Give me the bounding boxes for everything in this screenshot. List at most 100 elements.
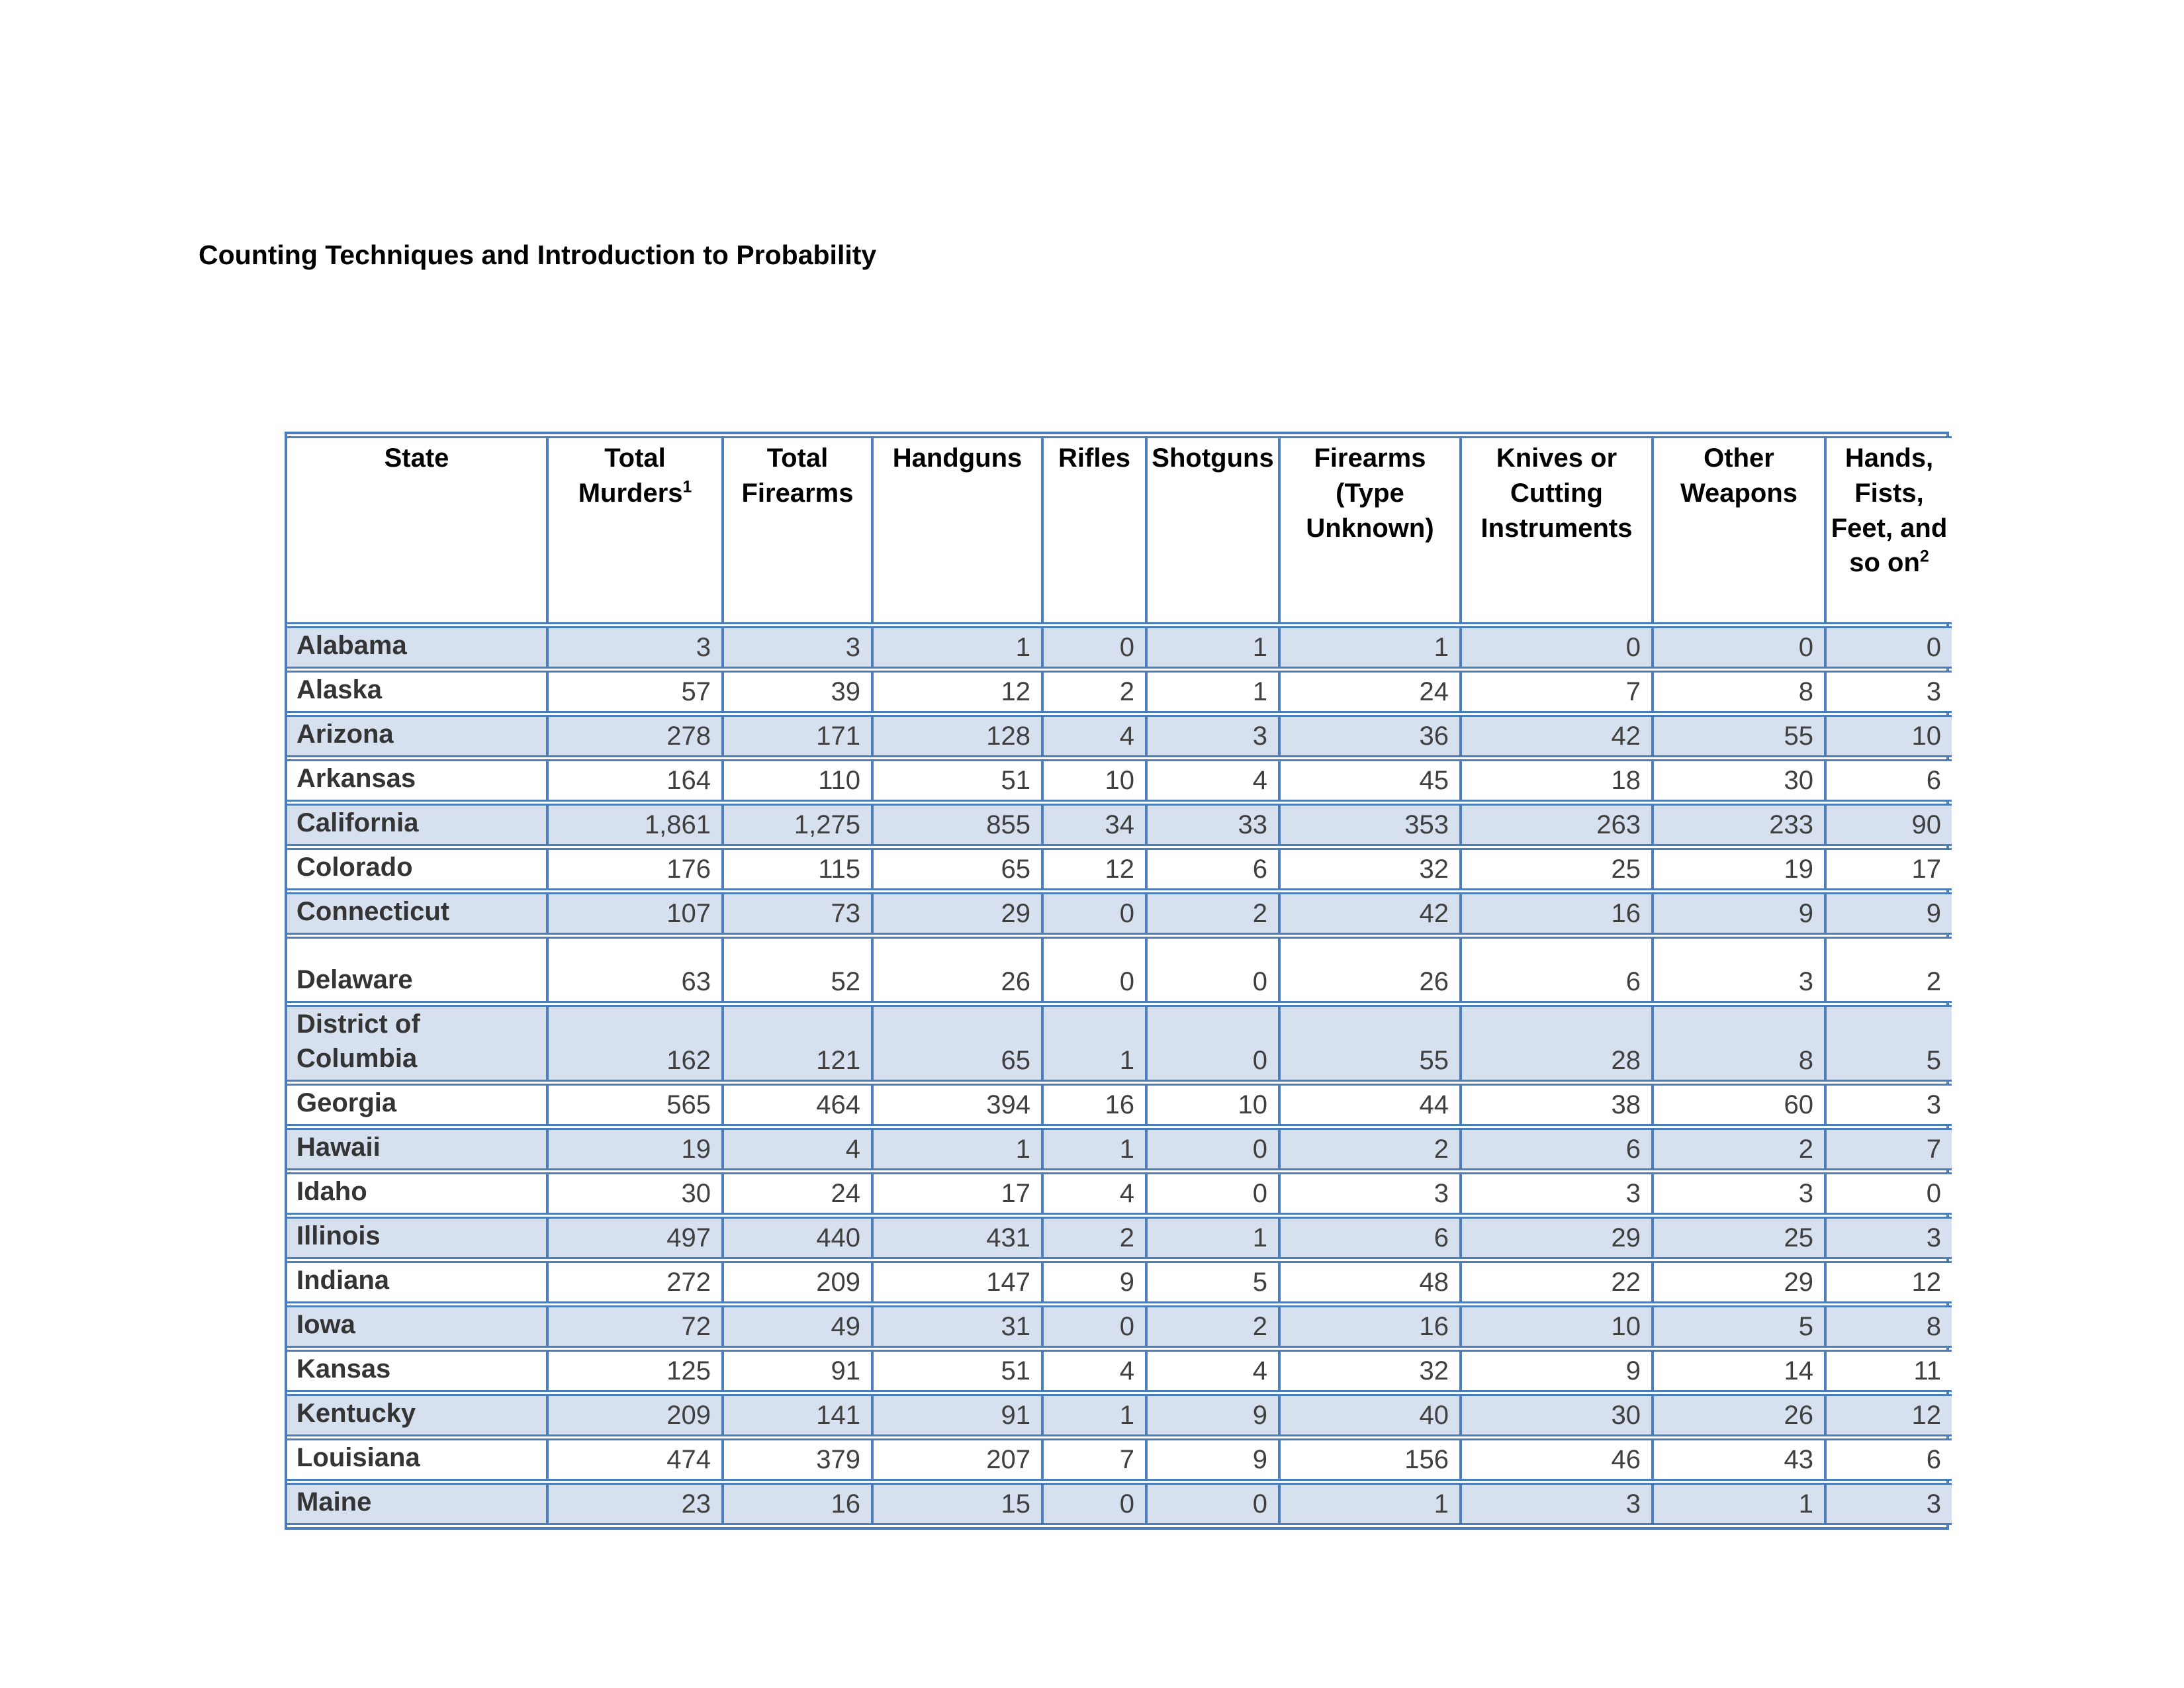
state-cell: Connecticut — [287, 892, 549, 935]
value-cell: 65 — [874, 848, 1044, 890]
value-cell: 51 — [874, 759, 1044, 802]
value-cell: 9 — [1148, 1438, 1281, 1481]
value-cell: 141 — [724, 1394, 874, 1436]
value-cell: 12 — [874, 671, 1044, 713]
column-header-label: Firearms (Type Unknown) — [1306, 444, 1434, 543]
state-cell: Alaska — [287, 671, 549, 713]
state-cell: Arkansas — [287, 759, 549, 802]
state-cell: Hawaii — [287, 1128, 549, 1170]
value-cell: 2 — [1148, 1305, 1281, 1348]
value-cell: 60 — [1654, 1084, 1827, 1126]
value-cell: 11 — [1827, 1350, 1952, 1392]
value-cell: 29 — [1654, 1261, 1827, 1303]
value-cell: 0 — [1827, 626, 1952, 669]
value-cell: 26 — [874, 937, 1044, 1003]
table-row-district-of-columbia: District of Columbia 162 121 65 1 0 55 28 8 5 — [287, 1005, 1952, 1082]
value-cell: 23 — [549, 1483, 724, 1525]
column-header-other-weapons: Other Weapons — [1654, 436, 1827, 624]
value-cell: 1 — [1148, 1217, 1281, 1259]
table-row-maine: Maine 23 16 15 0 0 1 3 1 3 — [287, 1483, 1952, 1525]
footnote-marker: 1 — [682, 478, 692, 496]
value-cell: 42 — [1281, 892, 1462, 935]
value-cell: 0 — [1148, 1483, 1281, 1525]
table-row-hawaii: Hawaii 19 4 1 1 0 2 6 2 7 — [287, 1128, 1952, 1170]
value-cell: 7 — [1044, 1438, 1148, 1481]
value-cell: 14 — [1654, 1350, 1827, 1392]
value-cell: 6 — [1827, 759, 1952, 802]
value-cell: 0 — [1044, 626, 1148, 669]
value-cell: 3 — [549, 626, 724, 669]
value-cell: 48 — [1281, 1261, 1462, 1303]
value-cell: 19 — [549, 1128, 724, 1170]
value-cell: 209 — [549, 1394, 724, 1436]
value-cell: 497 — [549, 1217, 724, 1259]
value-cell: 73 — [724, 892, 874, 935]
value-cell: 10 — [1044, 759, 1148, 802]
value-cell: 12 — [1044, 848, 1148, 890]
value-cell: 121 — [724, 1005, 874, 1082]
value-cell: 17 — [1827, 848, 1952, 890]
table-row-arizona: Arizona 278 171 128 4 3 36 42 55 10 — [287, 715, 1952, 757]
value-cell: 7 — [1827, 1128, 1952, 1170]
value-cell: 22 — [1462, 1261, 1654, 1303]
value-cell: 379 — [724, 1438, 874, 1481]
header-row: State Total Murders1 Total Firearms Handgun… — [287, 436, 1952, 624]
value-cell: 207 — [874, 1438, 1044, 1481]
column-header-label: Knives or Cutting Instruments — [1480, 444, 1633, 543]
value-cell: 5 — [1654, 1305, 1827, 1348]
value-cell: 394 — [874, 1084, 1044, 1126]
value-cell: 7 — [1462, 671, 1654, 713]
table-row-alaska: Alaska 57 39 12 2 1 24 7 8 3 — [287, 671, 1952, 713]
value-cell: 34 — [1044, 804, 1148, 846]
column-header-handguns: Handguns — [874, 436, 1044, 624]
column-header-rifles: Rifles — [1044, 436, 1148, 624]
value-cell: 30 — [549, 1172, 724, 1215]
state-cell: Idaho — [287, 1172, 549, 1215]
value-cell: 431 — [874, 1217, 1044, 1259]
value-cell: 16 — [724, 1483, 874, 1525]
value-cell: 1 — [1044, 1128, 1148, 1170]
table-row-indiana: Indiana 272 209 147 9 5 48 22 29 12 — [287, 1261, 1952, 1303]
value-cell: 209 — [724, 1261, 874, 1303]
state-murders-table: State Total Murders1 Total Firearms Handgun… — [285, 432, 1952, 1530]
value-cell: 0 — [1148, 1005, 1281, 1082]
value-cell: 4 — [1044, 1350, 1148, 1392]
value-cell: 15 — [874, 1483, 1044, 1525]
value-cell: 1,861 — [549, 804, 724, 846]
value-cell: 278 — [549, 715, 724, 757]
value-cell: 3 — [1827, 1217, 1952, 1259]
value-cell: 16 — [1281, 1305, 1462, 1348]
state-cell: Colorado — [287, 848, 549, 890]
value-cell: 40 — [1281, 1394, 1462, 1436]
table-row-idaho: Idaho 30 24 17 4 0 3 3 3 0 — [287, 1172, 1952, 1215]
value-cell: 440 — [724, 1217, 874, 1259]
value-cell: 3 — [1281, 1172, 1462, 1215]
value-cell: 3 — [1827, 1084, 1952, 1126]
data-table: State Total Murders1 Total Firearms Handgun… — [287, 434, 1952, 1527]
value-cell: 8 — [1827, 1305, 1952, 1348]
value-cell: 0 — [1044, 1305, 1148, 1348]
column-header-label: Rifles — [1058, 444, 1130, 473]
table-row-iowa: Iowa 72 49 31 0 2 16 10 5 8 — [287, 1305, 1952, 1348]
value-cell: 125 — [549, 1350, 724, 1392]
value-cell: 32 — [1281, 848, 1462, 890]
table-row-connecticut: Connecticut 107 73 29 0 2 42 16 9 9 — [287, 892, 1952, 935]
value-cell: 2 — [1281, 1128, 1462, 1170]
value-cell: 272 — [549, 1261, 724, 1303]
value-cell: 1 — [1148, 671, 1281, 713]
value-cell: 9 — [1148, 1394, 1281, 1436]
value-cell: 6 — [1462, 1128, 1654, 1170]
value-cell: 110 — [724, 759, 874, 802]
value-cell: 4 — [724, 1128, 874, 1170]
column-header-firearms-type-unknown: Firearms (Type Unknown) — [1281, 436, 1462, 624]
value-cell: 33 — [1148, 804, 1281, 846]
value-cell: 855 — [874, 804, 1044, 846]
value-cell: 0 — [1044, 937, 1148, 1003]
value-cell: 6 — [1827, 1438, 1952, 1481]
value-cell: 147 — [874, 1261, 1044, 1303]
value-cell: 9 — [1462, 1350, 1654, 1392]
value-cell: 3 — [1654, 1172, 1827, 1215]
value-cell: 63 — [549, 937, 724, 1003]
value-cell: 26 — [1281, 937, 1462, 1003]
value-cell: 18 — [1462, 759, 1654, 802]
